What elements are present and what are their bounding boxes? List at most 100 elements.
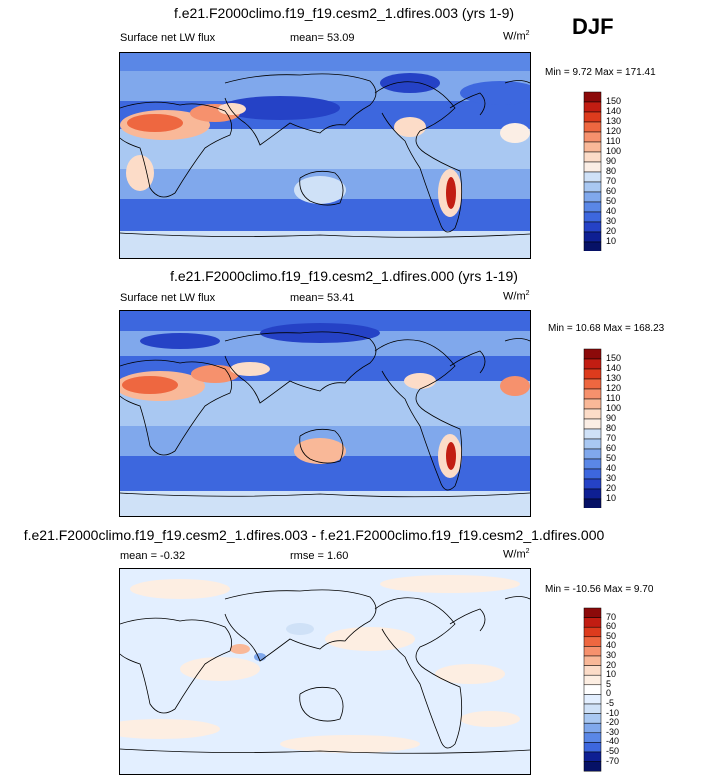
panel2-warm-iran [230, 362, 270, 376]
colorbar-tick-label: 30 [606, 473, 617, 483]
panel2-patch-blue-1 [260, 323, 380, 343]
colorbar-tick-label: 10 [606, 493, 617, 503]
colorbar-box [583, 646, 602, 657]
colorbar-box [583, 231, 602, 243]
colorbar-box [583, 101, 602, 113]
panel3-rmse-label: rmse = 1.60 [290, 550, 349, 562]
panel3-patch-11 [254, 653, 266, 661]
colorbar-tick-label: 40 [606, 206, 617, 216]
panel3-patch-10 [230, 644, 250, 654]
colorbar-tick-label: 130 [606, 373, 622, 383]
panel2-band-antarctic [120, 491, 530, 516]
colorbar-box [583, 742, 602, 753]
colorbar-tick-label: -50 [606, 746, 620, 756]
panel2-australia [294, 438, 346, 464]
colorbar-box [583, 111, 602, 123]
colorbar-tick-label: 90 [606, 413, 617, 423]
panel1-patch-blue-3 [460, 81, 530, 105]
colorbar-box [583, 181, 602, 193]
panel2-hot-sahara [122, 376, 178, 394]
colorbar-box [583, 131, 602, 143]
colorbar-box [583, 448, 602, 460]
panel3-colorbar-boxes [583, 607, 602, 772]
colorbar-tick-label: 0 [606, 688, 612, 699]
colorbar-box [583, 674, 602, 686]
colorbar-tick-label: 80 [606, 423, 617, 433]
colorbar-box [583, 722, 602, 734]
colorbar-box [583, 368, 602, 380]
panel2-colorbar-boxes [583, 348, 602, 508]
panel1-minmax: Min = 9.72 Max = 171.41 [545, 67, 656, 78]
panel1-patch-blue-1 [220, 96, 340, 120]
panel1-warm-mexico [394, 117, 426, 137]
colorbar-box [583, 703, 602, 714]
panel2-mean-label: mean= 53.41 [290, 292, 355, 304]
panel2-field-label: Surface net LW flux [120, 292, 216, 304]
panel3-patch-5 [435, 664, 505, 684]
colorbar-tick-label: 50 [606, 196, 617, 206]
colorbar-box [583, 221, 602, 233]
colorbar-box [583, 684, 602, 695]
panel3-colorbar [583, 607, 602, 772]
colorbar-tick-label: 100 [606, 146, 622, 156]
colorbar-box [583, 468, 602, 480]
panel2-band-arctic [120, 311, 530, 331]
colorbar-tick-label: 5 [606, 678, 612, 689]
colorbar-box [583, 161, 602, 173]
colorbar-tick-label: 30 [606, 216, 617, 226]
panel2-colorbar [583, 348, 602, 508]
panel1-warm-safrica [126, 155, 154, 191]
colorbar-tick-label: 130 [606, 116, 622, 126]
panel1-mean-label: mean= 53.09 [290, 32, 355, 44]
colorbar-box [583, 617, 602, 628]
colorbar-tick-label: 120 [606, 383, 622, 393]
panel1-coastlines [120, 73, 530, 238]
colorbar-box [583, 408, 602, 420]
colorbar-tick-label: -30 [606, 726, 620, 737]
panel1-units: W/m2 [503, 30, 530, 43]
colorbar-tick-label: 20 [606, 483, 617, 493]
panel1-title: f.e21.F2000climo.f19_f19.cesm2_1.dfires.… [173, 5, 515, 21]
colorbar-tick-label: 50 [606, 453, 617, 463]
colorbar-tick-label: 140 [606, 106, 622, 116]
panel1-warm-iran [218, 103, 246, 115]
colorbar-tick-label: 80 [606, 166, 617, 176]
colorbar-tick-label: -5 [606, 698, 615, 708]
colorbar-tick-label: 110 [606, 136, 621, 146]
colorbar-box [583, 141, 602, 153]
panel3-patch-1 [130, 579, 230, 599]
colorbar-tick-label: 100 [606, 403, 622, 413]
panel3-patch-9 [286, 623, 314, 635]
panel3-units: W/m2 [503, 548, 530, 561]
colorbar-tick-label: -20 [606, 717, 620, 728]
panel3-patch-3 [325, 627, 415, 651]
colorbar-tick-label: -70 [606, 755, 620, 766]
season-label: DJF [572, 14, 614, 39]
colorbar-box [583, 91, 602, 103]
panel1-colorbar-boxes [583, 91, 602, 251]
colorbar-box [583, 398, 602, 410]
colorbar-box [583, 655, 602, 666]
colorbar-tick-label: 150 [606, 353, 622, 363]
colorbar-box [583, 636, 602, 647]
colorbar-tick-label: 90 [606, 156, 617, 166]
colorbar-box [583, 478, 602, 490]
colorbar-box [583, 607, 602, 618]
colorbar-box [583, 626, 602, 638]
colorbar-box [583, 488, 602, 500]
panel1-hot-sahara [127, 114, 183, 132]
panel3-patch-2 [380, 575, 520, 593]
colorbar-tick-label: 60 [606, 443, 617, 453]
panel2-units: W/m2 [503, 290, 530, 303]
colorbar-tick-label: -40 [606, 736, 620, 747]
panel2-patch-blue-2 [140, 333, 220, 349]
colorbar-tick-label: 50 [606, 630, 617, 641]
panel2-title: f.e21.F2000climo.f19_f19.cesm2_1.dfires.… [170, 268, 518, 284]
colorbar-box [583, 348, 602, 360]
panel3-mean-label: mean = -0.32 [120, 550, 186, 562]
colorbar-tick-label: 20 [606, 226, 617, 236]
panel3-heatmap-svg [120, 569, 530, 774]
panel2-heatmap-svg [120, 311, 530, 516]
colorbar-tick-label: 60 [606, 621, 617, 632]
colorbar-tick-label: 70 [606, 176, 617, 186]
